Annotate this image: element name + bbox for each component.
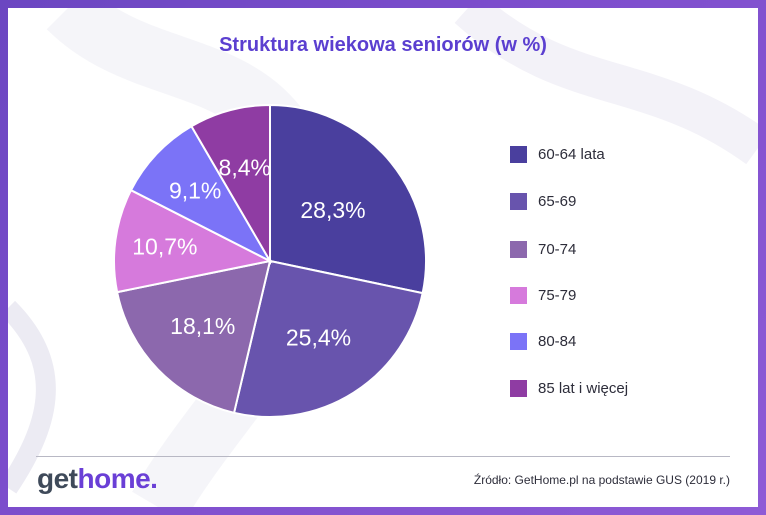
legend-item: 65-69 [510,191,576,211]
legend-swatch [510,379,527,397]
pie-slice-label: 18,1% [170,313,235,339]
pie-slice[interactable] [190,103,271,265]
legend-item: 80-84 [510,331,576,351]
gethome-logo[interactable]: gethome. [37,463,158,495]
pie-slice-label: 9,1% [169,177,221,203]
pie-slice[interactable] [129,124,273,264]
pie-slice[interactable] [232,259,424,418]
logo-get: get [37,463,78,494]
legend-item: 85 lat i więcej [510,378,628,398]
legend-label: 65-69 [538,192,577,210]
legend-item: 70-74 [510,239,576,259]
legend-swatch [510,286,527,304]
pie-slice-label: 28,3% [300,197,365,223]
logo-home: home. [77,463,158,494]
legend-label: 75-79 [538,286,577,304]
footer-divider [36,456,730,457]
legend-swatch [510,192,527,210]
legend-item: 60-64 lata [510,144,605,164]
pie-slice-label: 10,7% [132,234,197,260]
pie-slice-label: 25,4% [286,324,351,350]
pie-slice[interactable] [113,188,274,294]
legend-label: 60-64 lata [538,145,605,163]
pie-slice[interactable] [115,259,272,415]
pie-slice[interactable] [269,103,427,295]
pie-chart: 28,3% 25,4% 18,1% 10,7% 9,1%8,4% [113,103,427,418]
legend-item: 75-79 [510,285,576,305]
legend-label: 70-74 [538,240,577,258]
legend-swatch [510,332,527,350]
legend-label: 85 lat i więcej [538,379,629,397]
source-note: Źródło: GetHome.pl na podstawie GUS (201… [473,473,730,487]
pie-slice-label: 8,4% [219,155,271,181]
legend-swatch [510,240,527,258]
chart-card: Struktura wiekowa seniorów (w %) 28,3% 25… [8,8,758,507]
legend-label: 80-84 [538,332,577,350]
chart-title: Struktura wiekowa seniorów (w %) [219,34,547,56]
legend-swatch [510,145,527,163]
